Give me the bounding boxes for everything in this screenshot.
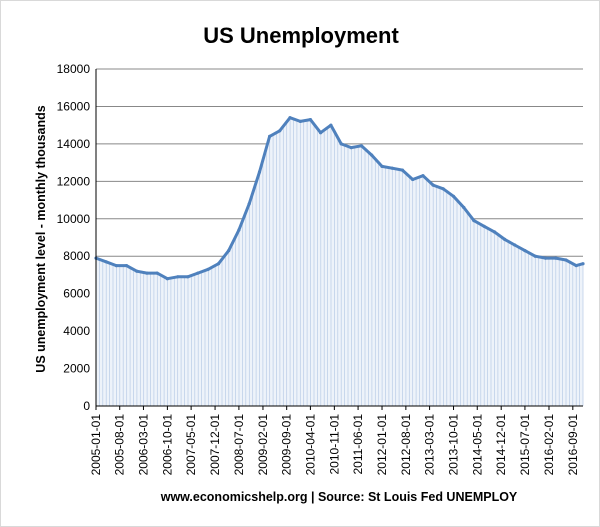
x-tick-label: 2009-09-01 [280, 414, 294, 476]
data-point [288, 116, 292, 120]
x-tick-label: 2006-03-01 [136, 414, 150, 476]
data-point [135, 269, 139, 273]
x-tick-label: 2008-07-01 [232, 414, 246, 476]
data-point [155, 271, 159, 275]
x-tick-label: 2010-04-01 [303, 414, 317, 476]
y-tick-label: 14000 [57, 137, 91, 151]
x-tick-label: 2014-05-01 [470, 414, 484, 476]
data-point [370, 153, 374, 157]
y-tick-label: 18000 [57, 62, 91, 76]
x-tick-label: 2007-05-01 [184, 414, 198, 476]
y-tick-label: 8000 [63, 249, 90, 263]
y-tick-label: 6000 [63, 287, 90, 301]
y-tick-label: 10000 [57, 212, 91, 226]
x-tick-label: 2005-01-01 [89, 414, 103, 476]
data-point [482, 224, 486, 228]
data-point [257, 170, 262, 174]
x-tick-label: 2014-12-01 [494, 414, 508, 476]
y-axis-label: US unemployment level - monthly thousand… [34, 105, 48, 372]
y-tick-label: 0 [83, 399, 90, 413]
data-point [247, 202, 251, 206]
data-point [513, 243, 517, 247]
y-tick-label: 12000 [57, 174, 91, 188]
source-note: www.economicshelp.org | Source: St Louis… [160, 490, 518, 504]
data-point [472, 219, 476, 223]
data-point [114, 264, 118, 268]
data-point [176, 275, 180, 279]
x-tick-label: 2016-09-01 [566, 414, 580, 476]
x-tick-label: 2009-02-01 [256, 414, 270, 476]
data-point [319, 131, 323, 135]
data-point [308, 118, 312, 122]
data-point [298, 119, 302, 123]
x-tick-label: 2012-01-01 [375, 414, 389, 476]
data-point [503, 237, 507, 241]
data-point [441, 187, 445, 191]
area-shape [96, 117, 583, 406]
data-point [329, 123, 333, 127]
data-point [390, 166, 394, 170]
data-point [359, 144, 363, 148]
data-point [186, 275, 190, 279]
x-tick-labels: 2005-01-01 2005-08-01 2006-03-01 2006-10-01… [89, 406, 580, 475]
y-tick-label: 16000 [57, 99, 91, 113]
series-line [94, 116, 585, 281]
x-tick-label: 2013-10-01 [447, 414, 461, 476]
x-tick-label: 2005-08-01 [113, 414, 127, 476]
data-point [431, 183, 435, 187]
x-tick-label: 2013-03-01 [423, 414, 437, 476]
data-point [554, 256, 558, 260]
data-point [227, 249, 231, 253]
x-tick-label: 2011-06-01 [351, 414, 365, 475]
data-point [523, 249, 527, 253]
data-point [421, 174, 425, 178]
data-point [196, 271, 200, 275]
data-point [574, 264, 578, 268]
area-fill [95, 117, 584, 406]
y-tick-label: 2000 [63, 362, 90, 376]
data-point [206, 267, 210, 271]
y-tick-labels: 0 2000 4000 6000 8000 10000 12000 14000 16000 180… [57, 62, 91, 413]
data-point [165, 277, 169, 281]
data-point [145, 271, 149, 275]
data-point [462, 205, 466, 210]
x-tick-label: 2006-10-01 [160, 414, 174, 476]
data-point [216, 262, 221, 266]
x-tick-label: 2015-07-01 [518, 414, 532, 476]
data-point [543, 256, 548, 260]
data-point [451, 194, 456, 198]
data-point [581, 262, 585, 266]
data-point [400, 168, 404, 172]
x-tick-label: 2007-12-01 [208, 414, 222, 476]
data-point [349, 146, 353, 150]
y-tick-label: 4000 [63, 324, 90, 338]
x-tick-label: 2012-08-01 [399, 414, 413, 476]
data-point [278, 129, 282, 133]
data-point [104, 260, 108, 264]
data-point [533, 254, 537, 258]
data-point [564, 258, 568, 262]
x-tick-label: 2010-11-01 [327, 414, 341, 475]
data-point [237, 228, 241, 232]
data-point [268, 134, 272, 138]
data-point [492, 230, 496, 234]
x-tick-label: 2016-02-01 [542, 414, 556, 476]
data-point [339, 142, 343, 146]
chart-title: US Unemployment [203, 23, 399, 48]
axes [95, 69, 583, 407]
data-point [411, 177, 415, 182]
data-point [124, 264, 129, 268]
data-point [380, 164, 384, 168]
